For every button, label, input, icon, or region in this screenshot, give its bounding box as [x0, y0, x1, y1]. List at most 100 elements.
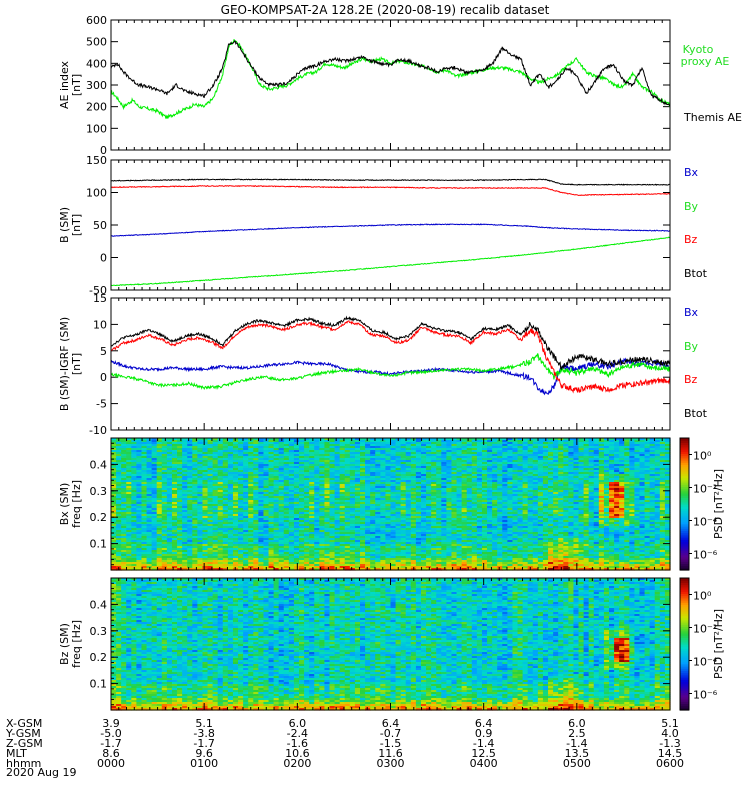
spectrogram-cell	[126, 492, 132, 495]
spectrogram-cell	[288, 478, 295, 481]
spectrogram-cell	[436, 562, 442, 565]
spectrogram-cell	[334, 464, 341, 467]
spectrogram-cell	[278, 480, 285, 483]
spectrogram-cell	[222, 526, 229, 529]
spectrogram-cell	[405, 534, 412, 537]
spectrogram-cell	[410, 546, 417, 549]
spectrogram-cell	[197, 508, 204, 511]
spectrogram-cell	[131, 534, 138, 537]
spectrogram-cell	[116, 454, 122, 457]
spectrogram-cell	[146, 536, 153, 539]
spectrogram-cell	[415, 558, 422, 561]
spectrogram-cell	[197, 438, 204, 441]
spectrogram-cell	[426, 478, 432, 481]
spectrogram-cell	[410, 476, 417, 479]
spectrogram-cell	[161, 480, 168, 483]
spectrogram-cell	[136, 554, 143, 557]
spectrogram-cell	[349, 484, 356, 487]
spectrogram-cell	[273, 508, 280, 511]
spectrogram-cell	[243, 464, 249, 467]
spectrogram-cell	[288, 506, 295, 509]
ytick-label: -50	[89, 284, 107, 297]
spectrogram-cell	[126, 554, 132, 557]
spectrogram-cell	[187, 524, 193, 527]
spectrogram-cell	[238, 482, 244, 485]
spectrogram-cell	[354, 488, 361, 491]
spectrogram-cell	[217, 444, 224, 447]
spectrogram-cell	[334, 512, 341, 515]
spectrogram-cell	[227, 468, 234, 471]
spectrogram-cell	[349, 472, 356, 475]
spectrogram-cell	[375, 466, 381, 469]
spectrogram-cell	[329, 530, 336, 533]
spectrogram-cell	[161, 444, 168, 447]
spectrogram-cell	[268, 466, 275, 469]
spectrogram-cell	[202, 514, 209, 517]
spectrogram-cell	[253, 526, 259, 529]
spectrogram-cell	[238, 564, 244, 567]
spectrogram-cell	[390, 488, 397, 491]
spectrogram-cell	[156, 456, 163, 459]
spectrogram-cell	[116, 542, 122, 545]
spectrogram-cell	[121, 500, 127, 503]
spectrogram-cell	[304, 484, 310, 487]
spectrogram-cell	[171, 472, 178, 475]
spectrogram-cell	[420, 496, 427, 499]
spectrogram-cell	[334, 474, 341, 477]
spectrogram-cell	[187, 490, 193, 493]
spectrogram-cell	[171, 552, 178, 555]
spectrogram-cell	[304, 530, 310, 533]
spectrogram-cell	[309, 486, 315, 489]
spectrogram-cell	[360, 528, 366, 531]
spectrogram-cell	[400, 504, 407, 507]
spectrogram-cell	[278, 462, 285, 465]
spectrogram-cell	[126, 542, 132, 545]
spectrogram-cell	[177, 548, 183, 551]
spectrogram-cell	[202, 568, 209, 571]
spectrogram-cell	[126, 564, 132, 567]
spectrogram-cell	[136, 566, 143, 569]
spectrogram-cell	[192, 500, 198, 503]
spectrogram-cell	[293, 450, 300, 453]
spectrogram-cell	[182, 556, 188, 559]
spectrogram-cell	[339, 526, 346, 529]
spectrogram-cell	[304, 556, 310, 559]
spectrogram-cell	[349, 542, 356, 545]
spectrogram-cell	[304, 522, 310, 525]
spectrogram-cell	[202, 462, 209, 465]
spectrogram-cell	[354, 444, 361, 447]
spectrogram-cell	[319, 558, 326, 561]
spectrogram-cell	[253, 532, 259, 535]
spectrogram-cell	[116, 448, 122, 451]
spectrogram-cell	[344, 452, 351, 455]
spectrogram-cell	[141, 486, 148, 489]
spectrogram-cell	[375, 508, 381, 511]
spectrogram-cell	[141, 562, 148, 565]
spectrogram-cell	[441, 540, 447, 543]
spectrogram-cell	[288, 458, 295, 461]
spectrogram-cell	[232, 536, 239, 539]
spectrogram-cell	[309, 442, 315, 445]
spectrogram-cell	[446, 478, 453, 481]
spectrogram-cell	[151, 474, 158, 477]
spectrogram-cell	[207, 504, 214, 507]
spectrogram-cell	[436, 506, 442, 509]
spectrogram-cell	[141, 476, 148, 479]
spectrogram-cell	[217, 456, 224, 459]
spectrogram-cell	[299, 474, 305, 477]
spectrogram-cell	[141, 450, 148, 453]
spectrogram-cell	[299, 554, 305, 557]
spectrogram-cell	[299, 550, 305, 553]
spectrogram-cell	[420, 544, 427, 547]
spectrogram-cell	[360, 454, 366, 457]
spectrogram-cell	[446, 568, 453, 571]
spectrogram-cell	[293, 460, 300, 463]
spectrogram-cell	[273, 482, 280, 485]
spectrogram-cell	[121, 496, 127, 499]
spectrogram-cell	[420, 492, 427, 495]
spectrogram-cell	[349, 550, 356, 553]
spectrogram-cell	[375, 440, 381, 443]
spectrogram-cell	[177, 492, 183, 495]
spectrogram-cell	[431, 460, 437, 463]
spectrogram-cell	[324, 476, 331, 479]
